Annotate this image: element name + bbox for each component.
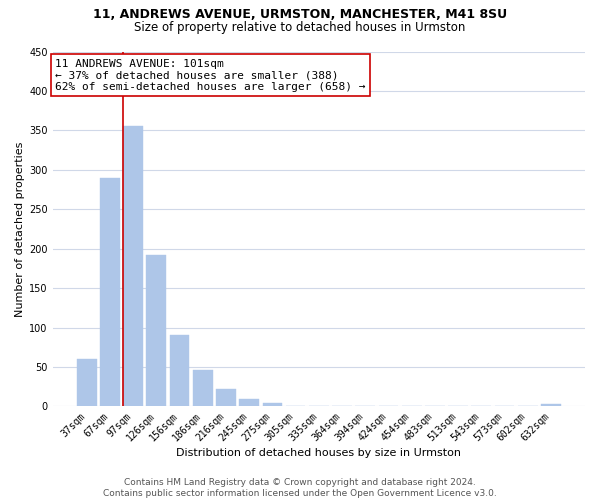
Text: Size of property relative to detached houses in Urmston: Size of property relative to detached ho…: [134, 21, 466, 34]
Bar: [193, 370, 212, 406]
Bar: [541, 404, 561, 406]
Text: Contains HM Land Registry data © Crown copyright and database right 2024.
Contai: Contains HM Land Registry data © Crown c…: [103, 478, 497, 498]
Text: 11, ANDREWS AVENUE, URMSTON, MANCHESTER, M41 8SU: 11, ANDREWS AVENUE, URMSTON, MANCHESTER,…: [93, 8, 507, 20]
Text: 11 ANDREWS AVENUE: 101sqm
← 37% of detached houses are smaller (388)
62% of semi: 11 ANDREWS AVENUE: 101sqm ← 37% of detac…: [55, 58, 366, 92]
Bar: [146, 255, 166, 406]
Bar: [100, 178, 120, 406]
Y-axis label: Number of detached properties: Number of detached properties: [15, 142, 25, 316]
Bar: [263, 402, 282, 406]
Bar: [77, 359, 97, 406]
Bar: [239, 400, 259, 406]
Bar: [123, 126, 143, 406]
Bar: [170, 334, 190, 406]
X-axis label: Distribution of detached houses by size in Urmston: Distribution of detached houses by size …: [176, 448, 461, 458]
Bar: [216, 389, 236, 406]
